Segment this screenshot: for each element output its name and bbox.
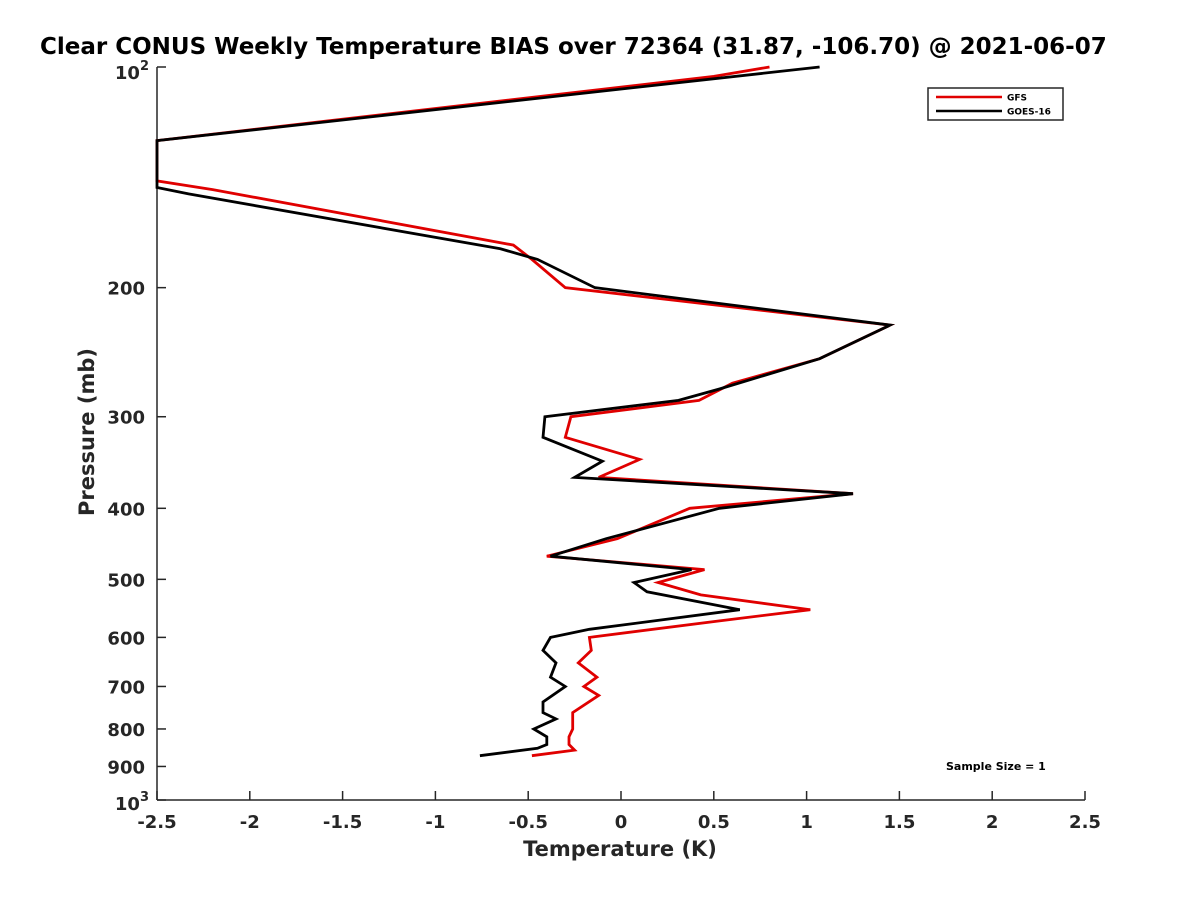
x-tick-label: 2.5: [1069, 812, 1101, 833]
series-line-gfs: [155, 65, 896, 758]
series-lines: [155, 65, 896, 758]
sample-size-annotation: Sample Size = 1: [946, 760, 1046, 773]
y-tick-label: 500: [107, 570, 145, 591]
x-tick-label: -2.5: [137, 812, 176, 833]
x-tick-label: -2: [240, 812, 260, 833]
chart-title: Clear CONUS Weekly Temperature BIAS over…: [40, 34, 1107, 60]
y-tick-top-exp: 2: [140, 59, 149, 74]
y-tick-label: 200: [107, 279, 145, 300]
y-tick-label: 400: [107, 499, 145, 520]
y-tick-label: 900: [107, 757, 145, 778]
legend-label: GOES-16: [1007, 108, 1051, 118]
y-axis-ticks: 200 300 400 500 600 700 800 900: [107, 66, 166, 801]
x-axis-ticks: -2.5 -2 -1.5 -1 -0.5 0 0.5 1 1.5 2 2.5: [137, 791, 1101, 833]
x-tick-label: 1.5: [883, 812, 915, 833]
legend-box: [927, 87, 1064, 121]
x-tick-label: -0.5: [509, 812, 548, 833]
y-tick-label: 800: [107, 720, 145, 741]
y-tick-label-bottom: 103: [115, 790, 149, 815]
x-tick-label: 1: [800, 812, 813, 833]
y-tick-label-top: 102: [115, 59, 149, 84]
y-tick-bottom-base: 10: [115, 794, 140, 815]
y-tick-bottom-exp: 3: [140, 790, 149, 805]
legend-label: GFS: [1007, 94, 1027, 104]
y-tick-label: 600: [107, 628, 145, 649]
y-tick-label: 700: [107, 677, 145, 698]
x-axis-label: Temperature (K): [523, 837, 717, 861]
x-tick-label: 2: [986, 812, 999, 833]
y-tick-label: 300: [107, 408, 145, 429]
series-line-goes-16: [155, 65, 896, 758]
x-tick-label: -1.5: [323, 812, 362, 833]
y-tick-top-base: 10: [115, 63, 140, 84]
x-tick-label: 0.5: [698, 812, 730, 833]
plot-frame: [156, 67, 1085, 801]
x-tick-label: 0: [615, 812, 628, 833]
x-tick-label: -1: [425, 812, 445, 833]
legend: GFS GOES-16: [927, 87, 1064, 121]
y-axis-label: Pressure (mb): [75, 348, 99, 516]
